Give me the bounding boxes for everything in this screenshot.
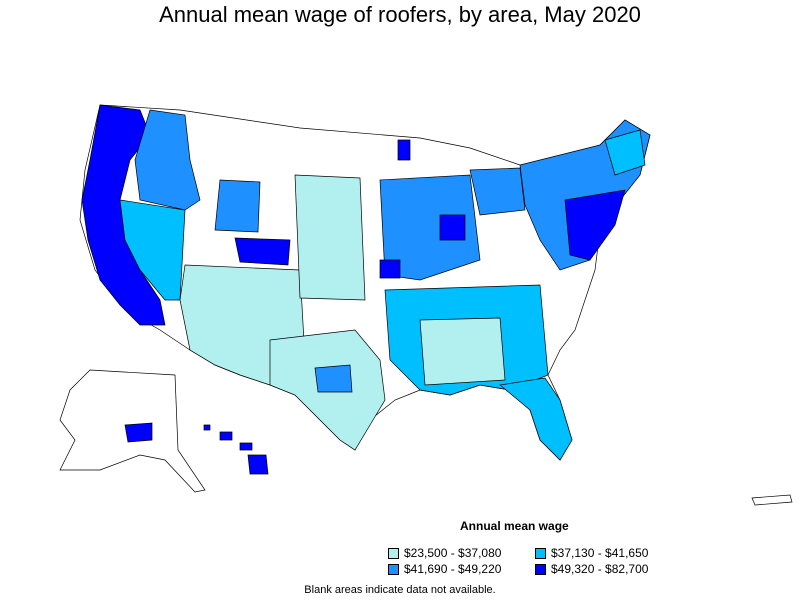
region-chicago — [439, 214, 466, 241]
region-great-lakes — [469, 167, 526, 216]
legend-swatch-2 — [535, 547, 546, 559]
region-texas-dfw — [314, 364, 353, 393]
region-midwest — [379, 174, 481, 281]
legend-label-1: $23,500 - $37,080 — [404, 546, 502, 560]
region-florida — [499, 377, 573, 461]
region-idaho — [134, 109, 201, 211]
legend-item-1: $23,500 - $37,080 — [388, 546, 501, 560]
region-northeast-corridor — [564, 189, 626, 261]
region-kansas-city — [379, 259, 401, 279]
region-minnesota — [397, 139, 411, 161]
legend-item-2: $37,130 - $41,650 — [535, 546, 648, 560]
legend-title: Annual mean wage — [460, 519, 569, 533]
hawaii-island-oahu — [219, 431, 233, 441]
region-south-light — [419, 317, 506, 386]
legend-swatch-1 — [388, 547, 399, 559]
hawaii-island-kauai — [203, 424, 211, 431]
alaska-anchorage — [124, 422, 153, 443]
map-title: Annual mean wage of roofers, by area, Ma… — [159, 2, 641, 27]
region-wyoming — [214, 179, 261, 233]
region-colorado — [234, 237, 291, 266]
hawaii-island-big — [247, 454, 269, 475]
legend-item-4: $49,320 - $82,700 — [535, 562, 648, 576]
region-new-england — [604, 129, 646, 176]
legend-label-3: $41,690 - $49,220 — [404, 562, 502, 576]
legend-label-4: $49,320 - $82,700 — [551, 562, 649, 576]
legend-swatch-3 — [388, 563, 399, 575]
puerto-rico — [751, 494, 793, 506]
legend-label-2: $37,130 - $41,650 — [551, 546, 649, 560]
hawaii-island-maui — [239, 442, 253, 451]
footnote: Blank areas indicate data not available. — [304, 584, 496, 596]
legend-swatch-4 — [535, 563, 546, 575]
region-plains — [294, 174, 366, 301]
legend-item-3: $41,690 - $49,220 — [388, 562, 501, 576]
